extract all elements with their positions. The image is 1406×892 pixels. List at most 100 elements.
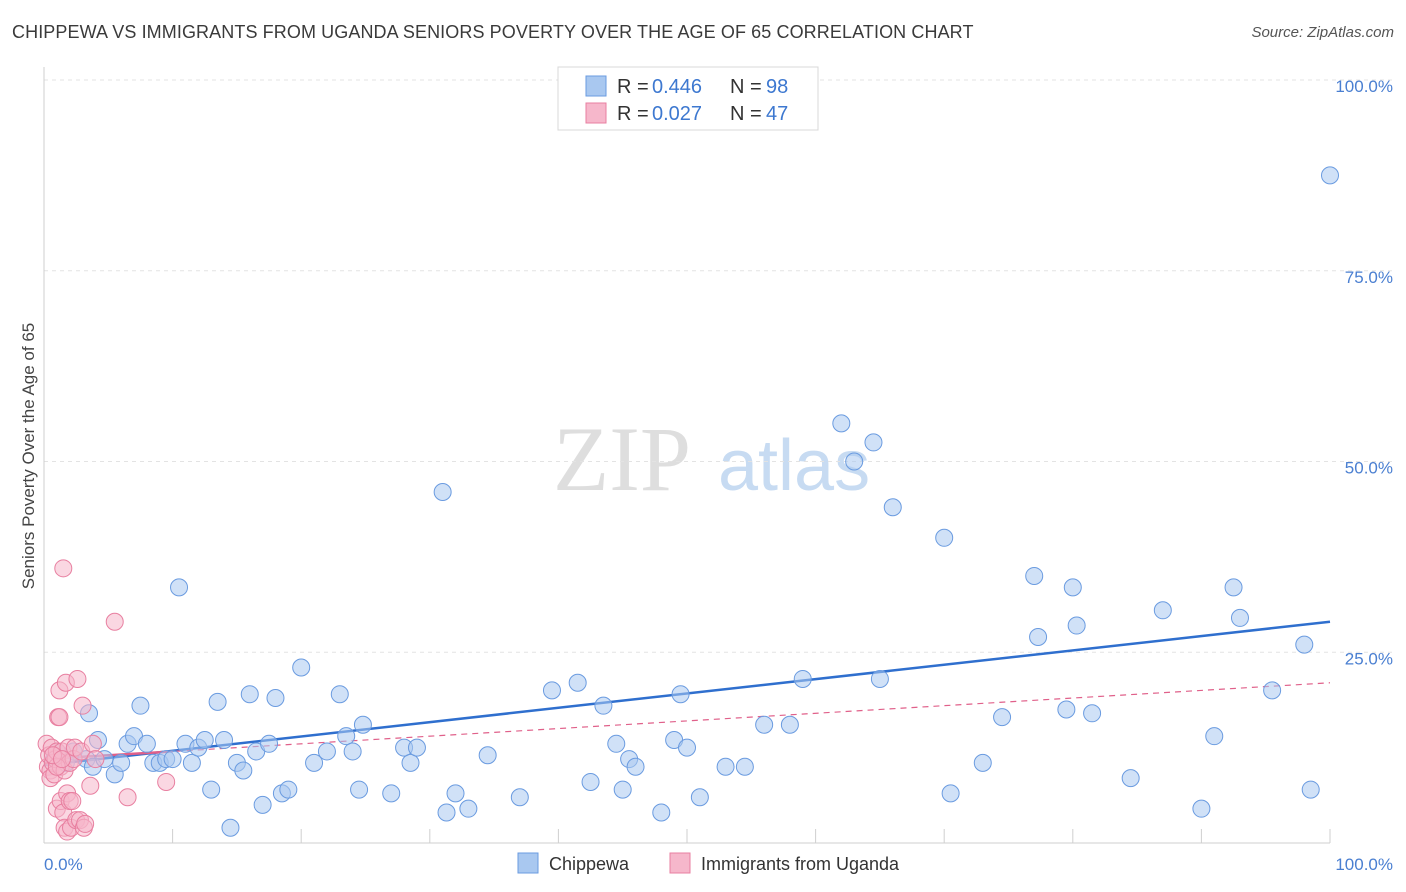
point-chippewa-20: [182, 753, 201, 772]
legend-n-value-1: 98: [766, 76, 788, 98]
x-tick-label-min: 0.0%: [44, 855, 83, 874]
point-chippewa-70: [780, 715, 799, 734]
point-chippewa-83: [1063, 578, 1082, 597]
point-chippewa-47: [407, 738, 426, 757]
legend-r-value-1: 0.446: [652, 76, 702, 98]
source-label: Source: ZipAtlas.com: [1251, 24, 1394, 41]
watermark-zip: ZIP: [553, 408, 691, 510]
point-uganda-42: [118, 788, 137, 807]
point-chippewa-62: [652, 803, 671, 822]
point-uganda-13: [50, 708, 69, 727]
point-chippewa-52: [478, 746, 497, 765]
legend-swatch-uganda: [585, 102, 607, 124]
legend-r-label-2: R =: [617, 103, 649, 125]
point-chippewa-58: [607, 734, 626, 753]
point-chippewa-40: [337, 727, 356, 746]
point-chippewa-38: [317, 742, 336, 761]
point-chippewa-25: [215, 730, 234, 749]
y-axis-label: Seniors Poverty Over the Age of 65: [19, 323, 38, 589]
point-chippewa-91: [1224, 578, 1243, 597]
point-chippewa-93: [1263, 681, 1282, 700]
point-chippewa-42: [350, 780, 369, 799]
point-chippewa-56: [581, 772, 600, 791]
tick-labels: 25.0% 50.0% 75.0% 100.0% 0.0% 100.0%: [44, 77, 1393, 874]
point-chippewa-22: [195, 730, 214, 749]
y-tick-label-3: 100.0%: [1335, 77, 1393, 96]
point-chippewa-73: [845, 452, 864, 471]
data-points: [37, 166, 1339, 841]
point-chippewa-61: [626, 757, 645, 776]
point-chippewa-18: [170, 578, 189, 597]
point-chippewa-87: [1121, 769, 1140, 788]
point-chippewa-48: [433, 483, 452, 502]
legend-n-label-1: N =: [730, 76, 762, 98]
bottom-legend-label-chippewa: Chippewa: [549, 854, 630, 874]
point-uganda-46: [53, 750, 72, 769]
point-uganda-40: [86, 750, 105, 769]
point-chippewa-82: [1029, 627, 1048, 646]
point-chippewa-66: [690, 788, 709, 807]
point-chippewa-24: [208, 692, 227, 711]
point-chippewa-77: [935, 528, 954, 547]
point-chippewa-23: [202, 780, 221, 799]
point-uganda-39: [83, 734, 102, 753]
point-chippewa-86: [1083, 704, 1102, 723]
point-chippewa-76: [883, 498, 902, 517]
bottom-legend-swatch-chippewa: [517, 852, 539, 874]
point-chippewa-89: [1192, 799, 1211, 818]
point-chippewa-26: [221, 818, 240, 837]
point-chippewa-31: [253, 795, 272, 814]
point-chippewa-90: [1205, 727, 1224, 746]
legend-r-value-2: 0.027: [652, 103, 702, 125]
gridlines: [44, 79, 1393, 653]
point-chippewa-41: [343, 742, 362, 761]
point-chippewa-36: [292, 658, 311, 677]
point-chippewa-78: [941, 784, 960, 803]
bottom-legend-swatch-uganda: [669, 852, 691, 874]
point-chippewa-68: [735, 757, 754, 776]
point-chippewa-64: [671, 685, 690, 704]
y-tick-label-1: 50.0%: [1345, 459, 1393, 478]
y-tick-label-0: 25.0%: [1345, 649, 1393, 668]
point-chippewa-95: [1301, 780, 1320, 799]
point-chippewa-57: [594, 696, 613, 715]
point-chippewa-67: [716, 757, 735, 776]
x-tick-label-max: 100.0%: [1335, 855, 1393, 874]
point-chippewa-88: [1153, 601, 1172, 620]
point-chippewa-32: [260, 734, 279, 753]
point-chippewa-54: [542, 681, 561, 700]
point-chippewa-96: [1321, 166, 1339, 185]
bottom-legend-label-uganda: Immigrants from Uganda: [701, 854, 900, 874]
point-chippewa-69: [755, 715, 774, 734]
point-chippewa-71: [793, 669, 812, 688]
point-chippewa-43: [353, 715, 372, 734]
point-chippewa-92: [1230, 608, 1249, 627]
point-chippewa-53: [510, 788, 529, 807]
point-chippewa-35: [279, 780, 298, 799]
point-uganda-17: [54, 559, 73, 578]
point-chippewa-74: [864, 433, 883, 452]
legend-n-value-2: 47: [766, 103, 788, 125]
point-chippewa-13: [137, 734, 156, 753]
point-chippewa-12: [131, 696, 150, 715]
point-chippewa-39: [330, 685, 349, 704]
point-chippewa-44: [382, 784, 401, 803]
point-chippewa-55: [568, 673, 587, 692]
point-chippewa-46: [401, 753, 420, 772]
point-uganda-37: [76, 814, 95, 833]
series-legend: Chippewa Immigrants from Uganda: [517, 852, 900, 874]
point-chippewa-17: [163, 750, 182, 769]
point-chippewa-59: [613, 780, 632, 799]
chart-title: CHIPPEWA VS IMMIGRANTS FROM UGANDA SENIO…: [12, 22, 974, 42]
point-uganda-35: [73, 696, 92, 715]
y-tick-label-2: 75.0%: [1345, 268, 1393, 287]
stats-legend: R = 0.446 N = 98 R = 0.027 N = 47: [557, 66, 819, 131]
point-chippewa-80: [993, 708, 1012, 727]
point-chippewa-75: [870, 669, 889, 688]
point-chippewa-29: [240, 685, 259, 704]
point-chippewa-9: [112, 753, 131, 772]
point-chippewa-51: [459, 799, 478, 818]
point-uganda-43: [157, 772, 176, 791]
point-uganda-28: [63, 792, 82, 811]
